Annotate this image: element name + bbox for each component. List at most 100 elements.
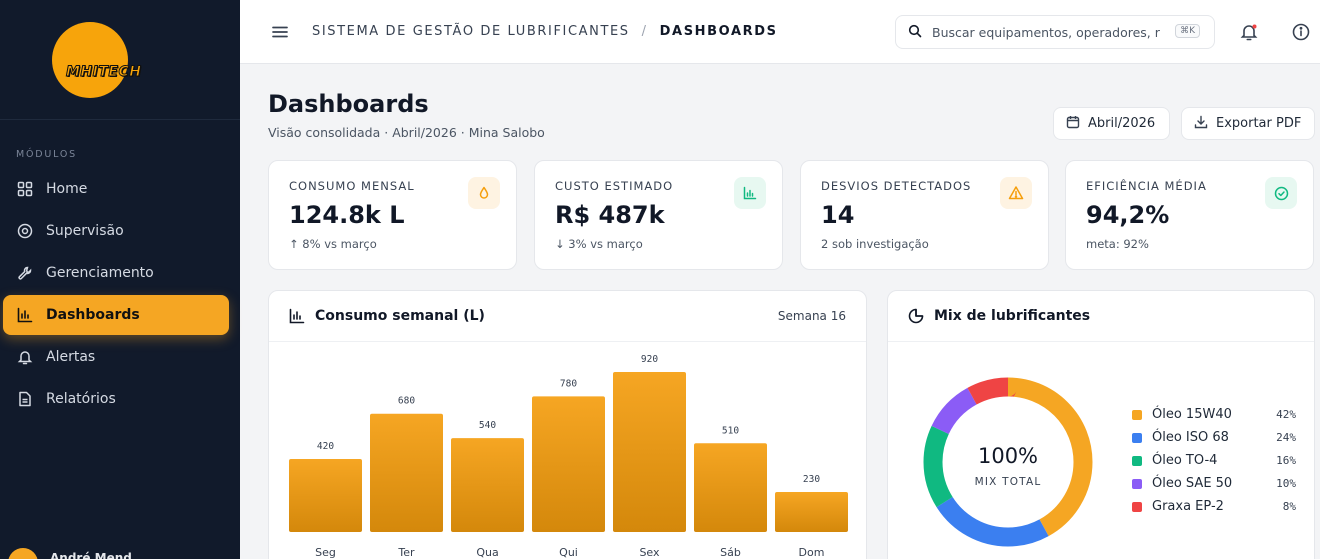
check-circle-icon bbox=[1265, 177, 1297, 209]
bar-category-label: Sáb bbox=[720, 546, 741, 559]
legend-percent: 8% bbox=[1282, 500, 1296, 513]
bar-category-label: Sex bbox=[639, 546, 660, 559]
calendar-icon bbox=[1066, 115, 1080, 133]
kpi-label: DESVIOS DETECTADOS bbox=[821, 179, 972, 193]
legend-item[interactable]: Óleo TO-4 16% bbox=[1132, 453, 1296, 468]
bar-seg[interactable] bbox=[289, 458, 362, 532]
donut-center-label: MIX TOTAL bbox=[975, 476, 1042, 488]
sidebar: MHITECH MÓDULOS Home Supervisão Gerencia… bbox=[0, 0, 240, 559]
breadcrumb-separator: / bbox=[641, 24, 648, 39]
panel-header: Mix de lubrificantes bbox=[888, 291, 1314, 342]
kpi-card-desvios: DESVIOS DETECTADOS 14 2 sob investigação bbox=[800, 160, 1049, 270]
search-shortcut: ⌘K bbox=[1175, 24, 1200, 38]
kpi-note: meta: 92% bbox=[1086, 237, 1149, 251]
page-subtitle: Visão consolidada · Abril/2026 · Mina Sa… bbox=[268, 125, 545, 140]
legend-swatch bbox=[1132, 432, 1142, 443]
bar-value-label: 510 bbox=[722, 425, 739, 436]
search-input[interactable] bbox=[932, 24, 1162, 40]
legend-swatch bbox=[1132, 455, 1142, 466]
donut-center-value: 100% bbox=[978, 444, 1038, 468]
target-icon bbox=[16, 222, 34, 240]
bar-sáb[interactable] bbox=[694, 443, 767, 532]
download-icon bbox=[1194, 115, 1208, 133]
sidebar-item-label: Alertas bbox=[46, 349, 96, 365]
topbar: SISTEMA DE GESTÃO DE LUBRIFICANTES / DAS… bbox=[240, 0, 1320, 64]
sidebar-item-alertas[interactable]: Alertas bbox=[3, 337, 229, 377]
bar-value-label: 680 bbox=[398, 396, 415, 407]
pie-chart-icon bbox=[908, 308, 924, 324]
week-label: Semana 16 bbox=[777, 309, 846, 323]
kpi-note: 2 sob investigação bbox=[821, 237, 929, 251]
bar-category-label: Seg bbox=[315, 546, 336, 559]
donut-slice--leo-iso-68[interactable] bbox=[923, 377, 1093, 547]
bar-chart-icon bbox=[16, 306, 34, 324]
kpi-note: ↑ 8% vs março bbox=[289, 237, 377, 251]
kpi-card-custo: CUSTO ESTIMADO R$ 487k ↓ 3% vs março bbox=[534, 160, 783, 270]
sidebar-section-label: MÓDULOS bbox=[16, 149, 78, 160]
sidebar-item-label: Dashboards bbox=[46, 307, 140, 323]
export-pdf-button[interactable]: Exportar PDF bbox=[1181, 107, 1315, 140]
bar-value-label: 230 bbox=[803, 474, 820, 485]
sidebar-item-label: Relatórios bbox=[46, 391, 116, 407]
bar-dom[interactable] bbox=[775, 492, 848, 532]
bar-chart-icon bbox=[734, 177, 766, 209]
legend-label: Óleo SAE 50 bbox=[1152, 476, 1233, 491]
legend-item[interactable]: Óleo 15W40 42% bbox=[1132, 407, 1296, 422]
sidebar-item-gerenciamento[interactable]: Gerenciamento bbox=[3, 253, 229, 293]
lubricant-mix-panel: Mix de lubrificantes 100% MIX TOTAL bbox=[887, 290, 1315, 559]
bar-category-label: Qua bbox=[476, 546, 498, 559]
sidebar-item-relatorios[interactable]: Relatórios bbox=[3, 379, 229, 419]
page-title: Dashboards bbox=[268, 90, 429, 118]
sidebar-item-dashboards[interactable]: Dashboards bbox=[3, 295, 229, 335]
menu-icon[interactable] bbox=[270, 22, 290, 42]
legend-swatch bbox=[1132, 409, 1142, 420]
panel-title: Consumo semanal (L) bbox=[315, 308, 485, 324]
search-box[interactable]: ⌘K bbox=[895, 15, 1215, 49]
logo: MHITECH bbox=[65, 64, 142, 81]
user-name: André Mend bbox=[50, 551, 132, 559]
sidebar-nav: Home Supervisão Gerenciamento Dashboards… bbox=[0, 169, 240, 421]
brand-area: MHITECH bbox=[0, 0, 240, 120]
legend-percent: 24% bbox=[1276, 431, 1296, 444]
legend-label: Óleo ISO 68 bbox=[1152, 430, 1229, 445]
breadcrumb-root[interactable]: SISTEMA DE GESTÃO DE LUBRIFICANTES bbox=[312, 24, 630, 39]
legend-percent: 10% bbox=[1276, 477, 1296, 490]
lubricant-mix-donut: 100% MIX TOTAL bbox=[923, 377, 1093, 547]
bar-category-label: Ter bbox=[397, 546, 415, 559]
bar-chart-icon bbox=[289, 308, 305, 324]
notifications-bell-icon[interactable] bbox=[1239, 22, 1259, 42]
sidebar-item-label: Gerenciamento bbox=[46, 265, 154, 281]
wrench-icon bbox=[16, 264, 34, 282]
bar-ter[interactable] bbox=[370, 413, 443, 532]
kpi-card-consumo: CONSUMO MENSAL 124.8k L ↑ 8% vs março bbox=[268, 160, 517, 270]
bar-qui[interactable] bbox=[532, 396, 605, 532]
kpi-note: ↓ 3% vs março bbox=[555, 237, 643, 251]
info-icon[interactable] bbox=[1291, 22, 1311, 42]
drop-icon bbox=[468, 177, 500, 209]
kpi-card-eficiencia: EFICIÊNCIA MÉDIA 94,2% meta: 92% bbox=[1065, 160, 1314, 270]
bar-qua[interactable] bbox=[451, 438, 524, 532]
bar-sex[interactable] bbox=[613, 372, 686, 532]
file-icon bbox=[16, 390, 34, 408]
kpi-label: CONSUMO MENSAL bbox=[289, 179, 415, 193]
panel-header: Consumo semanal (L) Semana 16 bbox=[269, 291, 866, 342]
legend-swatch bbox=[1132, 478, 1142, 489]
legend-percent: 16% bbox=[1276, 454, 1296, 467]
export-pdf-label: Exportar PDF bbox=[1216, 116, 1302, 131]
donut-slice--leo-to-4[interactable] bbox=[923, 377, 1093, 547]
legend-item[interactable]: Graxa EP-2 8% bbox=[1132, 499, 1296, 514]
month-picker-button[interactable]: Abril/2026 bbox=[1053, 107, 1170, 140]
donut-slice-graxa-ep-2[interactable] bbox=[923, 377, 1093, 547]
month-picker-label: Abril/2026 bbox=[1088, 116, 1156, 131]
legend-item[interactable]: Óleo SAE 50 10% bbox=[1132, 476, 1296, 491]
avatar[interactable] bbox=[8, 548, 38, 559]
kpi-value: 14 bbox=[821, 201, 855, 229]
bar-value-label: 780 bbox=[560, 378, 577, 389]
bell-icon bbox=[16, 348, 34, 366]
legend-percent: 42% bbox=[1276, 408, 1296, 421]
bar-value-label: 540 bbox=[479, 420, 496, 431]
legend-item[interactable]: Óleo ISO 68 24% bbox=[1132, 430, 1296, 445]
panel-title: Mix de lubrificantes bbox=[934, 308, 1091, 324]
sidebar-item-home[interactable]: Home bbox=[3, 169, 229, 209]
sidebar-item-supervisao[interactable]: Supervisão bbox=[3, 211, 229, 251]
